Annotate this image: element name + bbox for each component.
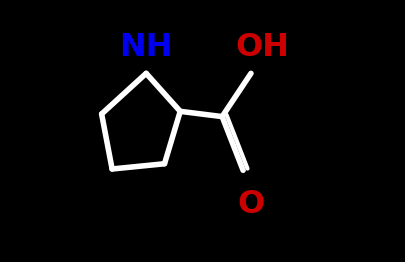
Text: OH: OH	[236, 32, 290, 63]
Text: O: O	[237, 189, 264, 220]
Text: NH: NH	[119, 32, 173, 63]
